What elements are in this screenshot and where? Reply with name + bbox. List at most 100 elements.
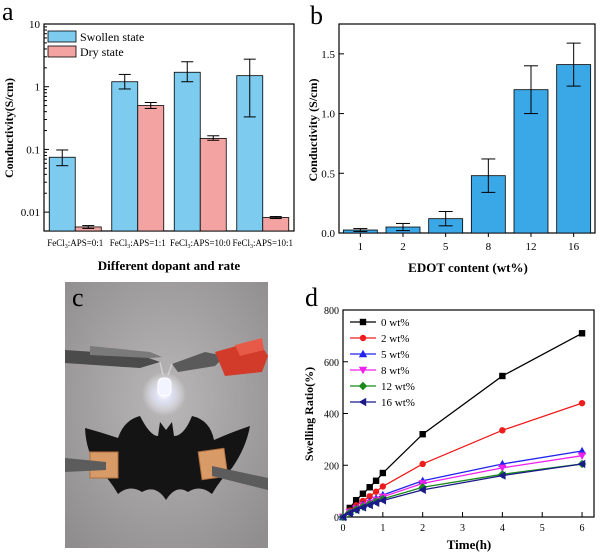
x-tick-labels-a: FeCl3:APS=0:1 FeCl3:APS=1:1 FeCl3:APS=10:0…: [47, 238, 293, 250]
panel-label-d: d: [305, 283, 318, 312]
marker-d: [577, 446, 587, 455]
marker-d: [378, 496, 387, 505]
series-line-d: [342, 402, 583, 518]
marker-d: [366, 493, 373, 500]
x-tick-label-d: 2: [420, 523, 425, 534]
alligator-clip-left: [65, 346, 162, 368]
y-tick-label-a: 0.1: [26, 144, 40, 156]
plot-frame-a: [43, 23, 295, 232]
axes-a: 0.01 0.1 1 10: [21, 19, 49, 219]
marker-d: [366, 484, 373, 491]
marker-d: [358, 381, 368, 391]
legend-label-a: Swollen state: [80, 30, 144, 44]
y-tick-label-a: 1: [35, 82, 41, 94]
marker-d: [358, 366, 368, 375]
marker-d: [372, 477, 380, 484]
x-tick-label-d: 1: [380, 523, 385, 534]
legend-swatch-a: [47, 45, 77, 58]
panel-label-b: b: [310, 1, 323, 30]
legend-label-d: 5 wt%: [381, 349, 409, 361]
x-tick-label-b: 5: [443, 241, 449, 253]
alligator-clip-right: [172, 338, 268, 376]
x-tick-label-a: FeCl3:APS=1:1: [110, 238, 166, 250]
bar-b: [513, 89, 549, 234]
bars-a: [48, 58, 290, 232]
panel-d: d 0 200 400 600 800 0 1 2 3 4 5 6 0 wt% 2 wt% 5 wt% 8 …: [302, 283, 595, 552]
marker-d: [338, 512, 347, 522]
bar-b: [556, 64, 592, 234]
x-tick-label-a: FeCl3:APS=10:1: [232, 238, 293, 250]
x-tick-label-d: 0: [341, 523, 346, 534]
marker-d: [418, 485, 426, 495]
legend-label-a: Dry state: [80, 45, 124, 59]
x-tick-label-a: FeCl3:APS=0:1: [47, 238, 103, 250]
marker-d: [358, 503, 367, 512]
marker-d: [499, 372, 506, 380]
marker-d: [345, 508, 353, 518]
bar-a: [199, 137, 227, 232]
legend-label-d: 0 wt%: [381, 317, 409, 329]
marker-d: [358, 397, 367, 407]
x-tick-label-b: 2: [400, 241, 406, 253]
x-tick-label-b: 12: [526, 241, 537, 253]
y-tick-label-d: 600: [324, 358, 339, 369]
marker-d: [499, 427, 506, 434]
y-axis-label-b: Conductivity (S/cm): [306, 79, 320, 182]
copper-electrode-left: [65, 451, 119, 479]
axes-b: 0.0 0.5 1.0 1.5: [321, 49, 344, 240]
y-tick-label-a: 0.01: [21, 207, 40, 219]
marker-d: [365, 500, 373, 510]
legend-label-d: 2 wt%: [381, 333, 409, 345]
x-tick-label-b: 16: [568, 241, 580, 253]
y-tick-label-b: 0.0: [321, 228, 335, 240]
copper-electrode-right: [197, 447, 268, 490]
bar-a: [173, 71, 201, 232]
x-tick-label-b: 8: [486, 241, 492, 253]
y-tick-label-b: 1.5: [321, 49, 335, 61]
marker-d: [358, 349, 368, 358]
x-tick-label-d: 5: [540, 523, 545, 534]
series-line-d: [342, 455, 583, 518]
y-tick-label-d: 800: [324, 306, 339, 317]
marker-d: [379, 469, 387, 477]
marker-d: [352, 496, 360, 504]
marker-d: [577, 452, 587, 460]
bar-a: [48, 156, 76, 232]
y-axis-label-d: Swelling Ratio(%): [302, 367, 316, 461]
series-line-d: [342, 332, 583, 518]
axes-d: 0 200 400 600 800 0 1 2 3 4 5 6: [324, 306, 585, 534]
bar-a: [111, 81, 139, 232]
y-axis-label-a: Conductivity(S/cm): [2, 78, 16, 178]
panel-b: b 0.00.51.01.5 1 2 5 8 12 16 EDOT content (wt…: [306, 1, 596, 275]
panel-label-c: c: [72, 283, 84, 312]
marker-d: [578, 399, 586, 407]
legend-swatch-a: [47, 30, 77, 43]
x-axis-label-b: EDOT content (wt%): [408, 260, 528, 275]
y-tick-label-d: 200: [324, 461, 339, 472]
bar-a: [137, 105, 165, 232]
marker-d: [578, 330, 586, 337]
marker-d: [419, 431, 426, 438]
legend-label-d: 12 wt%: [381, 381, 415, 393]
x-tick-label-d: 6: [580, 523, 585, 534]
panel-c-photo: c: [65, 282, 268, 548]
legend-label-d: 8 wt%: [381, 365, 409, 377]
y-tick-label-a: 10: [29, 19, 41, 31]
led-light: [142, 361, 186, 416]
panel-label-a: a: [2, 0, 14, 26]
marker-d: [359, 334, 367, 342]
marker-d: [379, 483, 387, 490]
marker-d: [577, 459, 586, 469]
marker-d: [359, 490, 367, 497]
y-tick-label-d: 0: [334, 513, 339, 524]
x-tick-label-a: FeCl3:APS=10:0: [170, 238, 231, 250]
x-tick-label-d: 3: [460, 523, 465, 534]
legend-d: 0 wt% 2 wt% 5 wt% 8 wt% 12 wt% 16 wt%: [350, 317, 415, 409]
y-tick-label-b: 1.0: [321, 109, 335, 121]
marker-d: [372, 488, 380, 495]
marker-d: [498, 464, 507, 473]
series-lines-d: [338, 330, 587, 522]
